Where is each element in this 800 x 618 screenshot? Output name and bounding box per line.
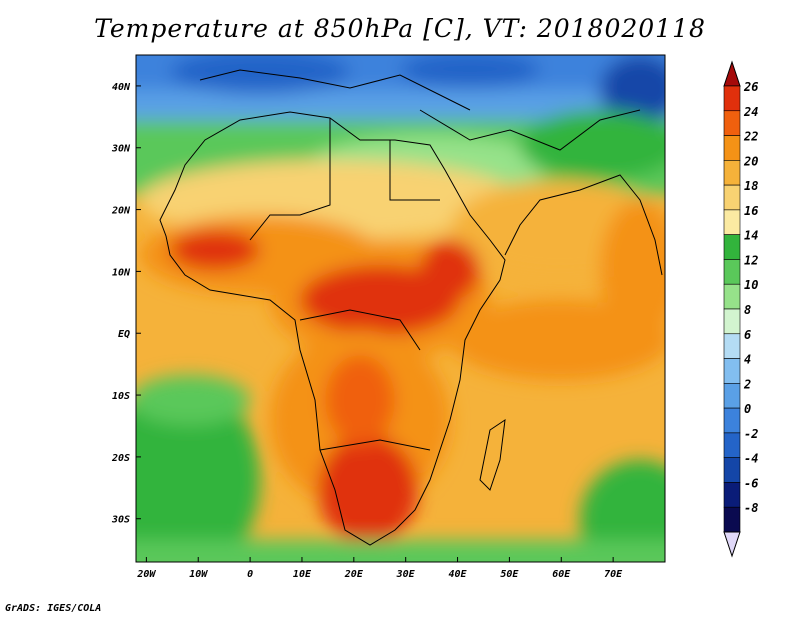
colorbar-swatch — [723, 259, 741, 285]
colorbar-min-triangle — [723, 531, 741, 558]
colorbar-swatch — [723, 135, 741, 161]
colorbar-label: 26 — [743, 80, 758, 94]
colorbar-label: -6 — [744, 476, 758, 490]
longitude-axis: 20W 10W 0 10E 20E 30E 40E 50E 60E 70E — [136, 557, 623, 580]
colorbar-swatch — [723, 333, 741, 359]
colorbar-label: -8 — [744, 501, 758, 515]
lon-tick-label: 10E — [293, 569, 312, 580]
colorbar-swatch — [723, 184, 741, 211]
colorbar-max-triangle — [723, 60, 741, 87]
colorbar-swatch — [723, 457, 741, 483]
colorbar-swatch — [723, 209, 741, 235]
footer-credit: GrADS: IGES/COLA — [5, 603, 102, 614]
lon-tick-label: 60E — [552, 569, 571, 580]
colorbar-label: 0 — [744, 402, 751, 416]
lat-tick-label: 40N — [112, 82, 131, 93]
colorbar-label: 14 — [744, 229, 758, 243]
latitude-axis: 40N 30N 20N 10N EQ 10S 20S 30S — [111, 82, 141, 526]
lat-tick-label: 30N — [111, 144, 131, 155]
lon-tick-label: 70E — [604, 569, 623, 580]
lon-tick-label: 10W — [189, 569, 208, 580]
coastlines — [159, 69, 663, 546]
colorbar-swatch — [723, 110, 741, 136]
lon-tick-label: 20W — [136, 569, 156, 580]
lon-tick-label: 50E — [500, 569, 519, 580]
colorbar-swatch — [723, 85, 741, 112]
colorbar-swatch — [723, 482, 741, 508]
lat-tick-label: EQ — [118, 329, 130, 340]
lon-tick-label: 0 — [247, 569, 253, 580]
colorbar-label: -4 — [744, 452, 758, 466]
lat-tick-label: 20N — [111, 206, 131, 217]
colorbar-label: 8 — [744, 303, 751, 317]
colorbar-label: 2 — [743, 377, 751, 391]
colorbar-swatch — [723, 358, 741, 384]
colorbar-label: 24 — [743, 105, 758, 119]
colorbar-label: 22 — [743, 130, 758, 144]
colorbar-label: 18 — [744, 179, 758, 193]
colorbar-label: 12 — [744, 253, 758, 267]
colorbar-swatch — [723, 160, 741, 186]
lon-tick-label: 20E — [344, 569, 364, 580]
colorbar-label: 4 — [744, 353, 751, 367]
lat-tick-label: 10N — [112, 267, 131, 278]
colorbar-swatch — [723, 234, 741, 260]
colorbar-swatch — [723, 407, 741, 434]
plot-frame — [135, 54, 666, 563]
colorbar-swatch — [723, 506, 741, 533]
colorbar-swatch — [723, 383, 741, 409]
lon-tick-label: 30E — [396, 569, 416, 580]
colorbar-label: 16 — [744, 204, 758, 218]
colorbar-label: 10 — [744, 278, 758, 292]
colorbar-swatch — [723, 283, 741, 310]
colorbar-swatch — [723, 308, 741, 335]
lon-tick-label: 40E — [449, 569, 468, 580]
temperature-field — [136, 55, 665, 562]
lat-tick-label: 20S — [111, 453, 130, 464]
lat-tick-label: 10S — [112, 391, 130, 402]
colorbar-label: -2 — [744, 427, 758, 441]
colorbar-swatch — [723, 432, 741, 458]
chart-title: Temperature at 850hPa [C], VT: 201802011… — [94, 14, 706, 43]
colorbar-label: 20 — [743, 154, 758, 168]
lat-tick-label: 30S — [111, 515, 130, 526]
colorbar-label: 6 — [744, 328, 751, 342]
